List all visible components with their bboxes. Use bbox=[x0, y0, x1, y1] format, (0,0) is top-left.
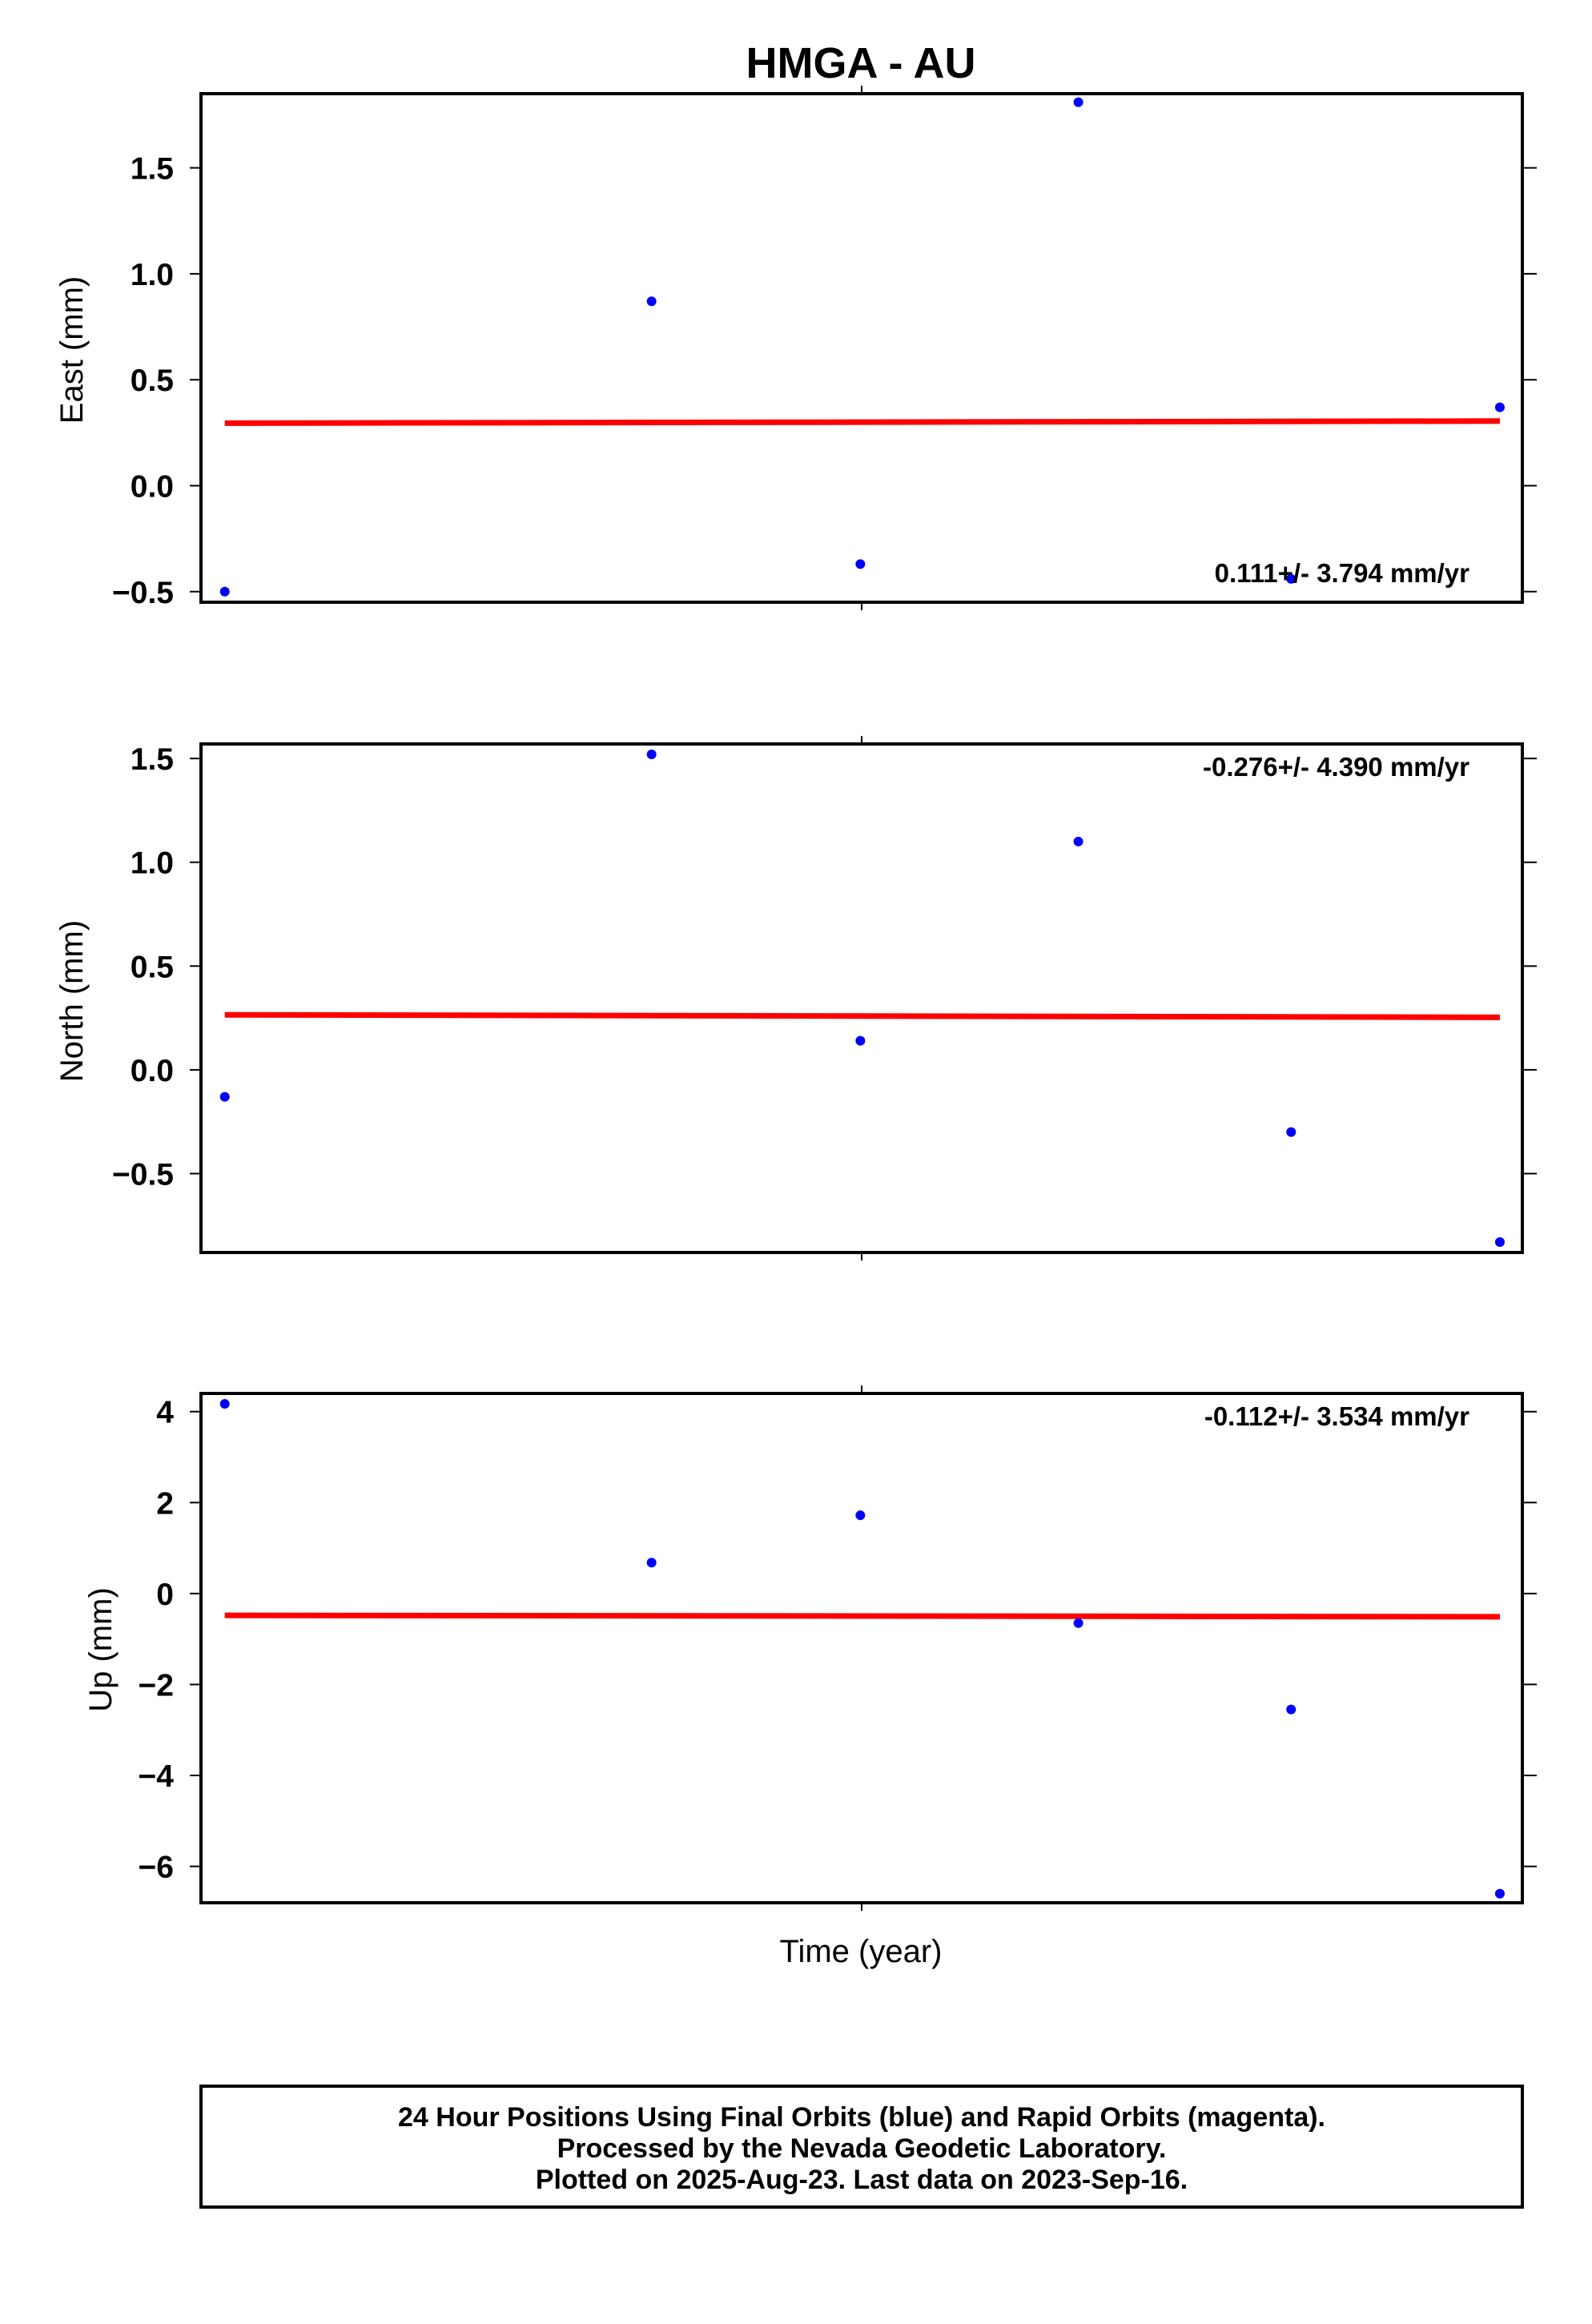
north-axis-label: North (mm) bbox=[54, 920, 90, 1082]
east-y-tick-label: 0.0 bbox=[131, 469, 174, 504]
chart-title: HMGA - AU bbox=[746, 39, 976, 87]
east-data-point bbox=[646, 296, 657, 307]
east-data-point bbox=[1073, 97, 1083, 107]
east-fit-line bbox=[224, 418, 1500, 426]
east-panel: East (mm) 1.5 1.0 0.5 0.0 −0.5 0.111+/- 3.794… bbox=[54, 86, 1537, 610]
north-y-tick-label: 1.0 bbox=[131, 846, 174, 881]
north-data-point bbox=[1494, 1237, 1505, 1248]
up-y-tick-label: 4 bbox=[156, 1396, 174, 1430]
north-data-point bbox=[646, 749, 657, 759]
north-y-tick-label: 0.5 bbox=[131, 950, 174, 984]
up-y-tick-label: 2 bbox=[156, 1486, 174, 1521]
east-data-point bbox=[1494, 402, 1505, 412]
north-y-tick-label: 1.5 bbox=[131, 742, 174, 777]
east-y-tick-label: −0.5 bbox=[112, 576, 174, 610]
footer-line-1: 24 Hour Positions Using Final Orbits (bl… bbox=[398, 2102, 1325, 2133]
up-fit-line bbox=[224, 1612, 1500, 1620]
footer-box: 24 Hour Positions Using Final Orbits (bl… bbox=[199, 2085, 1524, 2209]
up-data-point bbox=[855, 1510, 866, 1521]
up-data-point bbox=[219, 1399, 230, 1409]
north-rate-label: -0.276+/- 4.390 mm/yr bbox=[1203, 752, 1469, 782]
footer-frame bbox=[199, 2085, 1524, 2209]
up-plot-frame bbox=[199, 1392, 1524, 1904]
up-y-tick-label: −2 bbox=[139, 1668, 174, 1703]
north-data-point bbox=[1286, 1127, 1297, 1137]
east-y-tick-label: 1.5 bbox=[131, 152, 174, 187]
north-data-point bbox=[1073, 836, 1083, 846]
east-data-point bbox=[855, 559, 866, 569]
north-panel: North (mm) 1.5 1.0 0.5 0.0 −0.5 -0.276+/- 4.3… bbox=[54, 736, 1537, 1261]
x-axis-label: Time (year) bbox=[780, 1934, 943, 1969]
up-rate-label: -0.112+/- 3.534 mm/yr bbox=[1204, 1401, 1469, 1431]
north-data-point bbox=[219, 1092, 230, 1102]
north-plot-frame bbox=[199, 742, 1524, 1254]
north-data-point bbox=[855, 1035, 866, 1046]
east-y-tick-label: 0.5 bbox=[131, 364, 174, 398]
up-data-point bbox=[1073, 1618, 1083, 1628]
up-y-tick-label: −4 bbox=[139, 1759, 175, 1794]
north-fit-line bbox=[224, 1011, 1500, 1020]
up-data-point bbox=[1494, 1888, 1505, 1899]
up-panel: Up (mm) 4 2 0 −2 −4 −6 -0.112+/- 3.534 mm/yr bbox=[83, 1385, 1537, 1911]
up-data-point bbox=[646, 1558, 657, 1568]
up-y-tick-label: 0 bbox=[156, 1578, 174, 1612]
footer-line-2: Processed by the Nevada Geodetic Laborat… bbox=[557, 2133, 1167, 2164]
north-y-tick-label: −0.5 bbox=[112, 1158, 174, 1192]
east-rate-label: 0.111+/- 3.794 mm/yr bbox=[1215, 558, 1469, 588]
up-axis-label: Up (mm) bbox=[83, 1587, 119, 1712]
east-data-point bbox=[219, 586, 230, 597]
east-y-tick-label: 1.0 bbox=[131, 258, 174, 292]
footer-line-3: Plotted on 2025-Aug-23. Last data on 202… bbox=[536, 2165, 1188, 2195]
east-data-point bbox=[1286, 573, 1297, 584]
up-y-tick-label: −6 bbox=[139, 1851, 174, 1885]
east-plot-frame bbox=[199, 92, 1524, 604]
east-axis-label: East (mm) bbox=[54, 276, 90, 424]
north-y-tick-label: 0.0 bbox=[131, 1054, 174, 1088]
up-data-point bbox=[1286, 1704, 1297, 1715]
